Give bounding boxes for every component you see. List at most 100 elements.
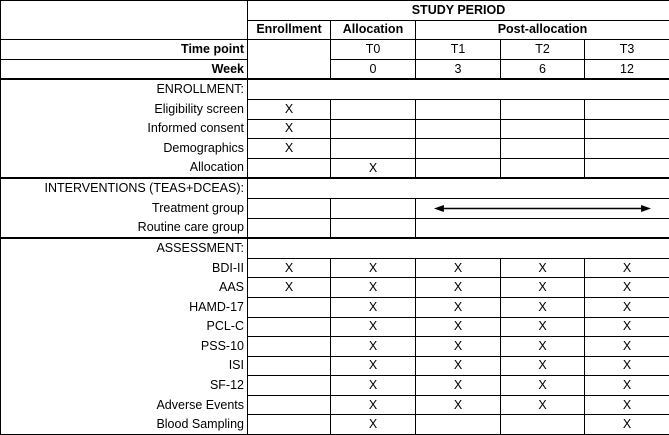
schedule-mark	[248, 158, 331, 178]
time-point-t3: T3	[585, 40, 669, 60]
table-row: Treatment group	[1, 198, 669, 218]
schedule-mark: X	[416, 356, 501, 376]
schedule-mark	[416, 158, 501, 178]
schedule-mark: X	[248, 278, 331, 298]
section-title: INTERVENTIONS (TEAS+DCEAS):	[1, 178, 248, 198]
schedule-mark: X	[248, 139, 331, 159]
schedule-mark: X	[501, 395, 585, 415]
period-enrollment: Enrollment	[248, 20, 331, 40]
schedule-mark: X	[501, 317, 585, 337]
schedule-mark: X	[501, 258, 585, 278]
section-blank	[248, 238, 669, 258]
section-blank	[248, 178, 669, 198]
schedule-mark	[331, 139, 416, 159]
schedule-mark	[501, 99, 585, 119]
schedule-mark	[248, 198, 331, 218]
schedule-mark	[501, 119, 585, 139]
section-header-row: ASSESSMENT:	[1, 238, 669, 258]
schedule-mark: X	[331, 337, 416, 357]
schedule-mark: X	[416, 258, 501, 278]
schedule-mark: X	[585, 278, 669, 298]
week-2: 6	[501, 59, 585, 79]
row-label: ISI	[1, 356, 248, 376]
schedule-mark	[248, 317, 331, 337]
schedule-mark: X	[331, 376, 416, 396]
schedule-mark: X	[331, 395, 416, 415]
schedule-mark	[248, 356, 331, 376]
time-point-t1: T1	[416, 40, 501, 60]
treatment-period-cell	[416, 198, 669, 218]
schedule-mark: X	[501, 356, 585, 376]
week-0: 0	[331, 59, 416, 79]
schedule-mark	[416, 139, 501, 159]
table-row: Routine care group	[1, 218, 669, 238]
schedule-mark: X	[585, 337, 669, 357]
schedule-mark	[416, 119, 501, 139]
row-label: Eligibility screen	[1, 99, 248, 119]
study-period-header: STUDY PERIOD	[248, 1, 669, 21]
schedule-mark: X	[416, 395, 501, 415]
period-allocation: Allocation	[331, 20, 416, 40]
schedule-mark	[331, 218, 416, 238]
row-label: Demographics	[1, 139, 248, 159]
section-header-row: ENROLLMENT:	[1, 79, 669, 99]
schedule-mark	[585, 158, 669, 178]
schedule-mark	[248, 395, 331, 415]
schedule-mark	[416, 99, 501, 119]
row-label: Informed consent	[1, 119, 248, 139]
schedule-mark: X	[248, 119, 331, 139]
schedule-mark: X	[331, 297, 416, 317]
schedule-mark: X	[501, 278, 585, 298]
schedule-mark: X	[416, 376, 501, 396]
row-label: SF-12	[1, 376, 248, 396]
schedule-mark	[585, 119, 669, 139]
schedule-mark	[248, 218, 331, 238]
schedule-mark: X	[585, 376, 669, 396]
schedule-mark: X	[585, 356, 669, 376]
schedule-mark	[248, 376, 331, 396]
schedule-mark: X	[501, 337, 585, 357]
week-3: 12	[585, 59, 669, 79]
time-point-t0: T0	[331, 40, 416, 60]
schedule-mark: X	[331, 356, 416, 376]
schedule-mark	[248, 297, 331, 317]
schedule-mark: X	[416, 317, 501, 337]
post-allocation-blank	[416, 218, 669, 238]
schedule-mark: X	[331, 278, 416, 298]
schedule-mark: X	[501, 297, 585, 317]
section-title: ASSESSMENT:	[1, 238, 248, 258]
time-point-label: Time point	[1, 40, 248, 60]
schedule-mark: X	[585, 395, 669, 415]
schedule-mark: X	[416, 297, 501, 317]
section-blank	[248, 79, 669, 99]
schedule-mark: X	[248, 99, 331, 119]
row-label: Treatment group	[1, 198, 248, 218]
schedule-mark: X	[416, 278, 501, 298]
schedule-mark: X	[585, 297, 669, 317]
schedule-mark: X	[248, 258, 331, 278]
schedule-mark	[248, 337, 331, 357]
schedule-mark: X	[331, 158, 416, 178]
row-label: PSS-10	[1, 337, 248, 357]
row-label: Routine care group	[1, 218, 248, 238]
week-1: 3	[416, 59, 501, 79]
schedule-mark: X	[501, 376, 585, 396]
schedule-mark: X	[585, 258, 669, 278]
section-header-row: INTERVENTIONS (TEAS+DCEAS):	[1, 178, 669, 198]
section-title: ENROLLMENT:	[1, 79, 248, 99]
time-point-t2: T2	[501, 40, 585, 60]
row-label: Adverse Events	[1, 395, 248, 415]
schedule-mark	[331, 198, 416, 218]
